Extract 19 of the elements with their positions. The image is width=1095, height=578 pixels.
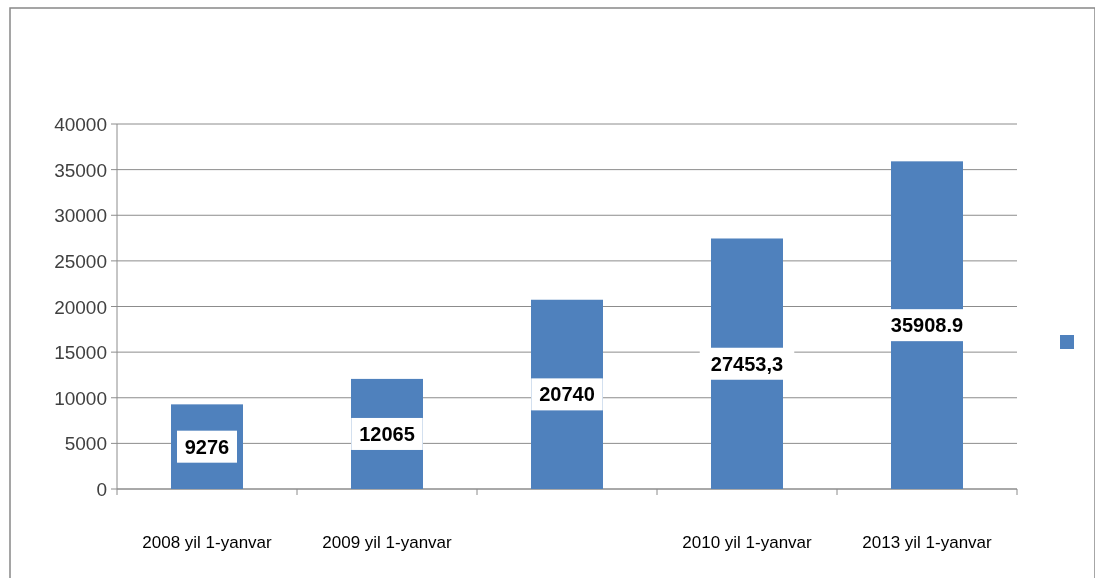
y-tick-label: 30000	[54, 205, 107, 227]
data-label: 9276	[184, 435, 230, 458]
y-tick-label: 40000	[54, 114, 107, 135]
data-label: 27453,3	[710, 352, 784, 375]
data-label: 35908.9	[890, 314, 964, 337]
y-tick-label: 0	[96, 479, 107, 500]
y-tick-label: 35000	[54, 159, 107, 181]
y-tick-label: 15000	[54, 342, 107, 364]
y-tick-label: 10000	[54, 387, 107, 409]
x-tick-label: 2010 yil 1-yanvar	[682, 533, 813, 552]
x-tick-label: 2013 yil 1-yanvar	[862, 533, 993, 552]
y-tick-label: 25000	[54, 250, 107, 272]
y-tick-label: 20000	[54, 296, 107, 318]
bar	[891, 161, 963, 489]
x-tick-label: 2009 yil 1-yanvar	[322, 533, 453, 552]
x-tick-label: 2008 yil 1-yanvar	[142, 533, 273, 552]
data-label: 12065	[359, 422, 415, 445]
y-tick-label: 5000	[64, 433, 107, 455]
data-label: 20740	[539, 383, 595, 406]
